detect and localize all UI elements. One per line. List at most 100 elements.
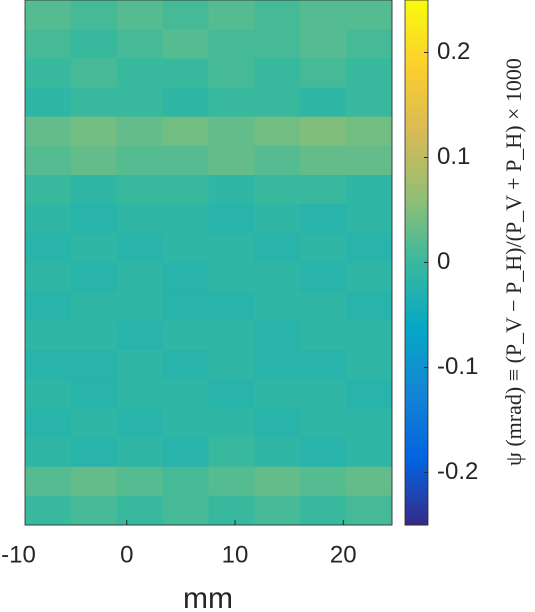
heatmap-cell (254, 175, 301, 205)
colorbar-tick-label: 0.2 (437, 38, 470, 65)
heatmap-cell (70, 175, 118, 205)
heatmap-cell (70, 87, 118, 118)
heatmap-cell (25, 175, 72, 205)
colorbar-segment (405, 288, 428, 295)
heatmap-cell (254, 145, 301, 176)
colorbar-segment (405, 346, 428, 353)
heatmap-cell (300, 175, 347, 205)
heatmap-cell (70, 262, 118, 293)
heatmap-cell (254, 466, 301, 497)
colorbar-segment (405, 330, 428, 337)
heatmap-cell (25, 262, 72, 293)
colorbar-segment (405, 68, 428, 74)
heatmap-cell (116, 0, 164, 30)
colorbar-segment (405, 220, 428, 227)
colorbar-segment (405, 451, 428, 458)
heatmap-cell (254, 291, 301, 322)
heatmap-cell (346, 320, 393, 351)
heatmap-cell (208, 379, 255, 409)
heatmap-cell (208, 262, 255, 293)
colorbar-segment (405, 15, 428, 22)
heatmap-cell (116, 233, 164, 263)
heatmap-cell (254, 58, 301, 88)
heatmap-cell (300, 0, 347, 30)
colorbar-segment (405, 215, 428, 221)
heatmap-cell (346, 466, 393, 497)
x-tick-label: 10 (222, 541, 249, 568)
heatmap-cell (346, 116, 393, 147)
heatmap-cell (116, 87, 164, 118)
heatmap-cell (208, 87, 255, 118)
colorbar-segment (405, 467, 428, 473)
x-tick-label: -10 (1, 541, 36, 568)
heatmap-cell (162, 233, 209, 263)
colorbar-segment (405, 430, 428, 437)
colorbar-segment (405, 519, 428, 526)
heatmap-cell (25, 29, 72, 59)
heatmap-cell (70, 408, 118, 438)
colorbar-segment (405, 341, 428, 347)
colorbar-segment (405, 509, 428, 515)
heatmap-cell (300, 437, 347, 468)
heatmap-cell (208, 291, 255, 322)
colorbar-segment (405, 441, 428, 447)
heatmap-cell (25, 437, 72, 468)
heatmap-cell (162, 291, 209, 322)
colorbar-segment (405, 409, 428, 416)
heatmap-cell (254, 233, 301, 263)
colorbar-segment (405, 26, 428, 32)
colorbar-segment (405, 351, 428, 358)
heatmap-cell (70, 233, 118, 263)
heatmap-cell (208, 408, 255, 438)
colorbar-segment (405, 199, 428, 206)
heatmap-cell (300, 466, 347, 497)
colorbar-tick-label: 0.1 (437, 143, 470, 170)
colorbar-segment (405, 498, 428, 505)
heatmap-cell (116, 175, 164, 205)
heatmap-cell (300, 408, 347, 438)
colorbar-segment (405, 399, 428, 405)
heatmap-cell (346, 233, 393, 263)
colorbar-segment (405, 388, 428, 395)
colorbar-segment (405, 383, 428, 389)
colorbar-segment (405, 367, 428, 374)
colorbar-segment (405, 262, 428, 269)
colorbar-segment (405, 42, 428, 48)
heatmap-cell (346, 379, 393, 409)
heatmap-cell (25, 350, 72, 380)
heatmap-cell (162, 87, 209, 118)
colorbar-segment (405, 84, 428, 90)
heatmap-cell (116, 204, 164, 234)
colorbar-segment (405, 257, 428, 263)
x-tick-label: 0 (120, 541, 133, 568)
colorbar-segment (405, 514, 428, 521)
heatmap-cell (300, 291, 347, 322)
plot-frame (24, 0, 393, 526)
heatmap-cell (162, 350, 209, 380)
colorbar-segment (405, 136, 428, 143)
colorbar-segment (405, 294, 428, 300)
colorbar-segment (405, 94, 428, 101)
heatmap-cell (70, 379, 118, 409)
colorbar-segment (405, 336, 428, 342)
colorbar-segment (405, 446, 428, 452)
colorbar-segment (405, 462, 428, 468)
heatmap-cell (300, 58, 347, 88)
heatmap-cell (70, 291, 118, 322)
heatmap-cell (208, 495, 255, 526)
colorbar-segment (405, 89, 428, 95)
heatmap-cell (254, 408, 301, 438)
heatmap-cell (25, 116, 72, 147)
x-tick-label: 20 (330, 541, 357, 568)
heatmap-cell (300, 116, 347, 147)
colorbar-segment (405, 225, 428, 232)
heatmap-cell (116, 58, 164, 88)
heatmap-cell (208, 350, 255, 380)
heatmap-cell (254, 495, 301, 526)
heatmap-cell (25, 466, 72, 497)
heatmap-cell (346, 262, 393, 293)
colorbar-segment (405, 194, 428, 200)
colorbar-segment (405, 477, 428, 484)
heatmap-cell (116, 291, 164, 322)
heatmap-cell (208, 145, 255, 176)
